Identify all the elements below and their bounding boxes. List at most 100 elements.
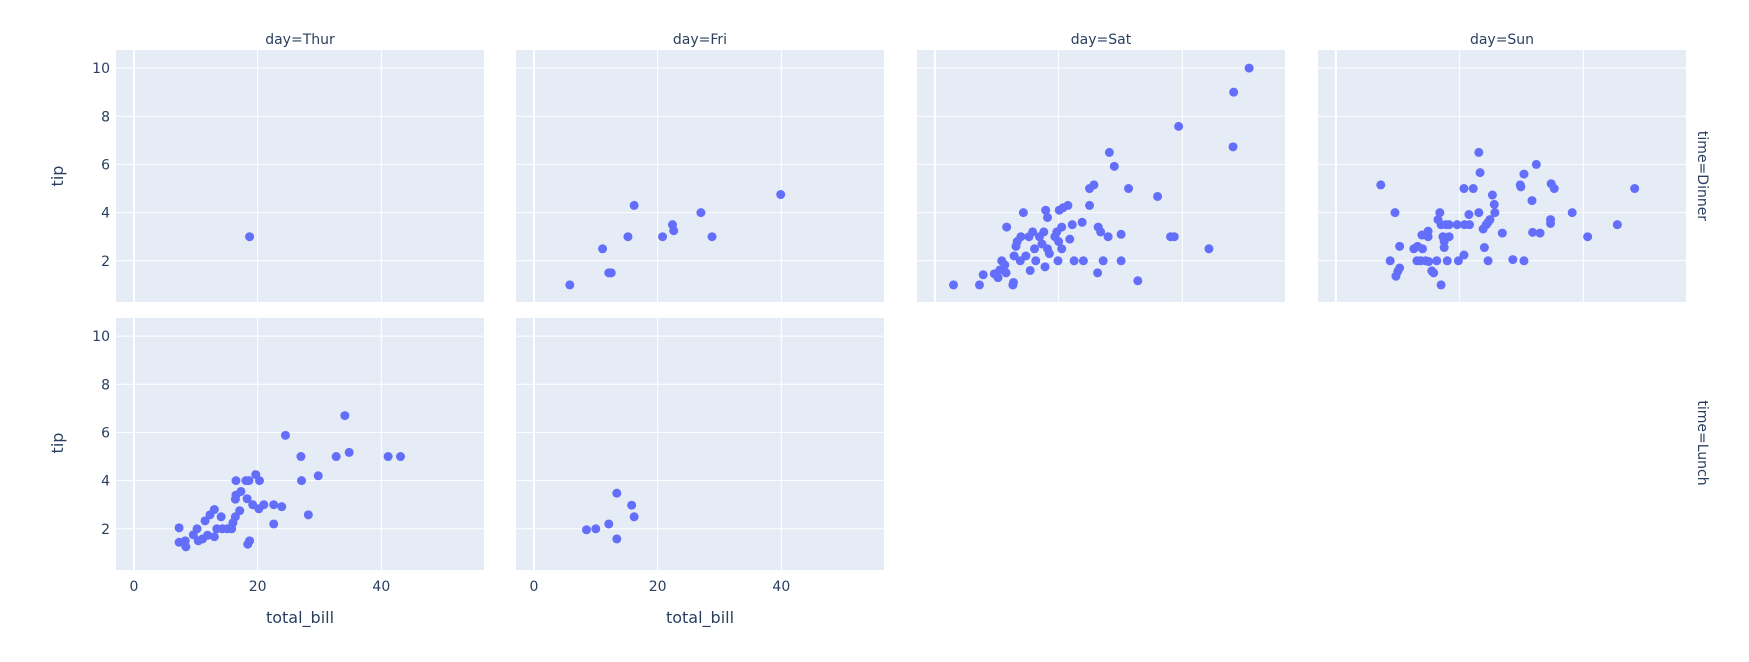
data-point[interactable] (277, 502, 287, 512)
data-point[interactable] (1424, 257, 1434, 267)
data-point[interactable] (1244, 63, 1254, 73)
data-point[interactable] (1528, 227, 1538, 237)
data-point[interactable] (1030, 244, 1040, 254)
data-point[interactable] (604, 519, 614, 529)
data-point[interactable] (1069, 256, 1079, 266)
data-point[interactable] (1039, 227, 1049, 237)
data-point[interactable] (1116, 229, 1126, 239)
data-point[interactable] (627, 500, 637, 510)
data-point[interactable] (1527, 196, 1537, 206)
data-point[interactable] (1089, 180, 1099, 190)
data-point[interactable] (243, 539, 253, 549)
data-point[interactable] (974, 280, 984, 290)
data-point[interactable] (1459, 250, 1469, 260)
data-point[interactable] (1040, 262, 1050, 272)
data-point[interactable] (1054, 237, 1064, 247)
data-point[interactable] (1630, 184, 1640, 194)
data-point[interactable] (1395, 263, 1405, 273)
data-point[interactable] (1508, 255, 1518, 265)
data-point[interactable] (1124, 184, 1134, 194)
data-point[interactable] (623, 232, 633, 242)
data-point[interactable] (1009, 251, 1019, 261)
data-point[interactable] (1474, 208, 1484, 218)
data-point[interactable] (230, 494, 240, 504)
data-point[interactable] (1025, 265, 1035, 275)
data-point[interactable] (1096, 227, 1106, 237)
data-point[interactable] (1021, 251, 1031, 261)
data-point[interactable] (1057, 222, 1067, 232)
data-point[interactable] (1444, 232, 1454, 242)
data-point[interactable] (1519, 256, 1529, 266)
data-point[interactable] (231, 476, 241, 486)
data-point[interactable] (297, 476, 307, 486)
data-point[interactable] (203, 530, 213, 540)
data-point[interactable] (296, 452, 306, 462)
data-point[interactable] (1008, 277, 1018, 287)
data-point[interactable] (629, 200, 639, 210)
data-point[interactable] (1459, 184, 1469, 194)
data-point[interactable] (1453, 256, 1463, 266)
data-point[interactable] (1567, 208, 1577, 218)
data-point[interactable] (1057, 244, 1067, 254)
data-point[interactable] (1535, 228, 1545, 238)
data-point[interactable] (1583, 232, 1593, 242)
data-point[interactable] (612, 534, 622, 544)
data-point[interactable] (1546, 218, 1556, 228)
data-point[interactable] (1116, 256, 1126, 266)
data-point[interactable] (1390, 208, 1400, 218)
data-point[interactable] (209, 532, 219, 542)
data-point[interactable] (1043, 212, 1053, 222)
data-point[interactable] (269, 500, 279, 510)
data-point[interactable] (776, 190, 786, 200)
data-point[interactable] (1464, 210, 1474, 220)
data-point[interactable] (1479, 243, 1489, 253)
data-point[interactable] (658, 232, 668, 242)
data-point[interactable] (1000, 260, 1010, 270)
data-point[interactable] (1423, 232, 1433, 242)
data-point[interactable] (1077, 217, 1087, 227)
data-point[interactable] (582, 525, 592, 535)
data-point[interactable] (174, 523, 184, 533)
data-point[interactable] (1531, 159, 1541, 169)
data-point[interactable] (1612, 220, 1622, 230)
data-point[interactable] (216, 512, 226, 522)
data-point[interactable] (1153, 191, 1163, 201)
data-point[interactable] (269, 519, 279, 529)
data-point[interactable] (1041, 205, 1051, 215)
data-point[interactable] (1204, 244, 1214, 254)
data-point[interactable] (1432, 256, 1442, 266)
data-point[interactable] (383, 452, 393, 462)
data-point[interactable] (669, 226, 679, 236)
data-point[interactable] (1418, 244, 1428, 254)
data-point[interactable] (612, 488, 622, 498)
data-point[interactable] (1133, 276, 1143, 286)
data-point[interactable] (1002, 222, 1012, 232)
data-point[interactable] (1093, 268, 1103, 278)
data-point[interactable] (1104, 147, 1114, 157)
data-point[interactable] (188, 530, 198, 540)
data-point[interactable] (181, 542, 191, 552)
data-point[interactable] (1385, 256, 1395, 266)
data-point[interactable] (1063, 200, 1073, 210)
data-point[interactable] (1169, 232, 1179, 242)
data-point[interactable] (1465, 220, 1475, 230)
data-point[interactable] (200, 516, 210, 526)
data-point[interactable] (1078, 256, 1088, 266)
data-point[interactable] (254, 476, 264, 486)
data-point[interactable] (1085, 200, 1095, 210)
data-point[interactable] (1549, 184, 1559, 194)
data-point[interactable] (1475, 168, 1485, 178)
data-point[interactable] (1018, 208, 1028, 218)
data-point[interactable] (313, 471, 323, 481)
data-point[interactable] (1067, 220, 1077, 230)
data-point[interactable] (591, 524, 601, 534)
data-point[interactable] (1031, 256, 1041, 266)
data-point[interactable] (242, 494, 252, 504)
data-point[interactable] (396, 452, 406, 462)
data-point[interactable] (707, 232, 717, 242)
data-point[interactable] (598, 244, 608, 254)
data-point[interactable] (565, 280, 575, 290)
data-point[interactable] (696, 208, 706, 218)
data-point[interactable] (331, 452, 341, 462)
data-point[interactable] (1229, 87, 1239, 97)
